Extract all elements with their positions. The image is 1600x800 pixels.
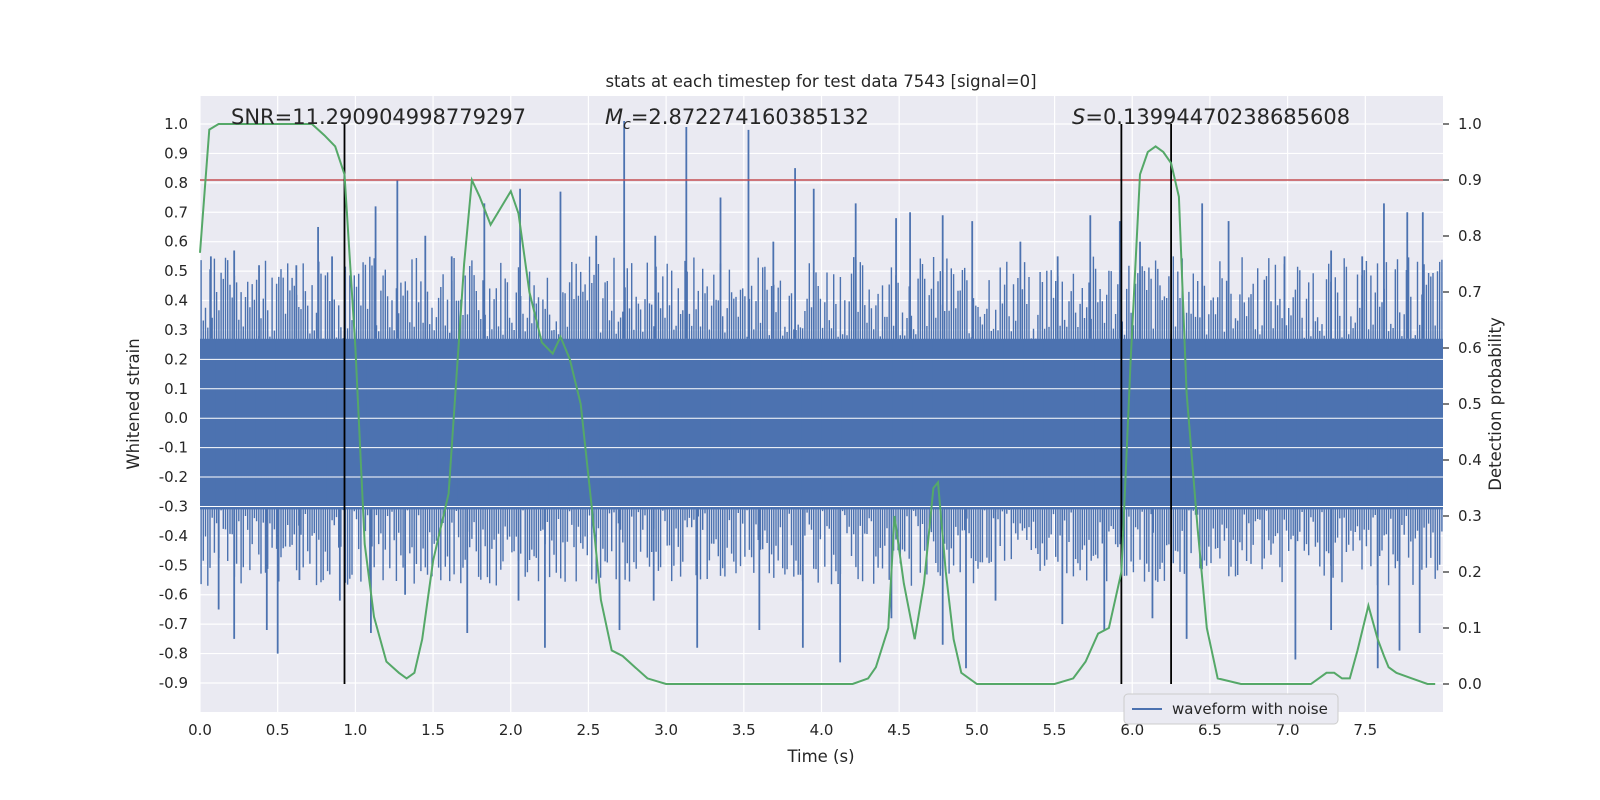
waveform-band [200,338,1443,510]
x-tick-label: 3.5 [732,721,756,739]
y-tick-label: 0.6 [164,233,188,251]
x-tick-label: 6.0 [1120,721,1144,739]
y-tick-label: 0.1 [164,380,188,398]
y-tick-label: 0.5 [164,262,188,280]
chart-title: stats at each timestep for test data 754… [605,72,1036,91]
detection-probability-line [199,123,1436,685]
y2-tick-labels: 1.0 0.9 0.8 0.7 0.6 0.5 0.4 0.3 0.2 0.1 0.0 [1443,115,1482,693]
chirp-mass-symbol: M [605,105,623,129]
y-tick-label: -0.6 [159,586,188,604]
y-tick-label: 0.4 [164,292,188,310]
y-tick-label: -0.5 [159,556,188,574]
y2-tick-label: 0.3 [1458,507,1482,525]
y2-axis-label: Detection probability [1486,317,1505,491]
x-tick-label: 2.0 [499,721,523,739]
y-tick-label: 0.3 [164,321,188,339]
y-tick-label: 0.9 [164,144,188,162]
x-tick-label: 4.5 [887,721,911,739]
x-tick-label: 7.5 [1353,721,1377,739]
y-tick-label: -0.4 [159,527,188,545]
legend-label-waveform: waveform with noise [1172,700,1328,718]
x-tick-label: 1.0 [343,721,367,739]
chirp-mass-annotation: Mc=2.872274160385132 [605,105,869,133]
y-tick-labels: 1.0 0.9 0.8 0.7 0.6 0.5 0.4 0.3 0.2 0.1 0.0 -0.1 -0.… [159,115,188,692]
x-tick-label: 7.0 [1276,721,1300,739]
y-axis-label: Whitened strain [124,338,143,469]
y-tick-label: 0.8 [164,174,188,192]
y-tick-label: -0.8 [159,645,188,663]
x-tick-label: 5.0 [965,721,989,739]
legend-box [1123,693,1339,725]
waveform-series [200,121,1443,669]
x-tick-label: 4.0 [810,721,834,739]
y-tick-label: -0.9 [159,674,188,692]
y2-tick-label: 0.4 [1458,451,1482,469]
y-tick-label: -0.3 [159,497,188,515]
x-tick-label: 5.5 [1043,721,1067,739]
x-tick-labels: 0.0 0.5 1.0 1.5 2.0 2.5 3.0 3.5 4.0 4.5 5.0 5.5 6.0 6… [188,721,1377,739]
x-tick-label: 6.5 [1198,721,1222,739]
y2-tick-label: 0.6 [1458,339,1482,357]
waveform-noise [200,256,1443,586]
y2-tick-label: 0.0 [1458,675,1482,693]
x-tick-label: 0.5 [266,721,290,739]
x-tick-label: 1.5 [421,721,445,739]
y2-tick-label: 0.5 [1458,395,1482,413]
y2-tick-label: 1.0 [1458,115,1482,133]
s-annotation: S=0.13994470238685608 [1072,105,1350,129]
x-tick-label: 0.0 [188,721,212,739]
s-symbol: S [1072,105,1085,129]
x-tick-label: 3.0 [654,721,678,739]
x-axis-label: Time (s) [786,747,854,766]
snr-annotation: SNR=11.290904998779297 [231,105,526,129]
vertical-markers [343,124,1172,684]
y-tick-label: 0.2 [164,350,188,368]
chirp-mass-value: =2.872274160385132 [631,105,869,129]
y-tick-label: -0.2 [159,468,188,486]
x-tick-label: 2.5 [577,721,601,739]
s-value: =0.13994470238685608 [1085,105,1350,129]
y-tick-label: 1.0 [164,115,188,133]
y2-tick-label: 0.2 [1458,563,1482,581]
y2-tick-label: 0.7 [1458,283,1482,301]
y-tick-label: -0.7 [159,615,188,633]
y-tick-label: 0.7 [164,203,188,221]
y-tick-label: -0.1 [159,439,188,457]
y2-tick-label: 0.1 [1458,619,1482,637]
y2-tick-label: 0.9 [1458,171,1482,189]
legend: waveform with noise [1123,693,1339,725]
y2-tick-label: 0.8 [1458,227,1482,245]
y-tick-label: 0.0 [164,409,188,427]
chirp-mass-subscript: c [623,117,631,133]
